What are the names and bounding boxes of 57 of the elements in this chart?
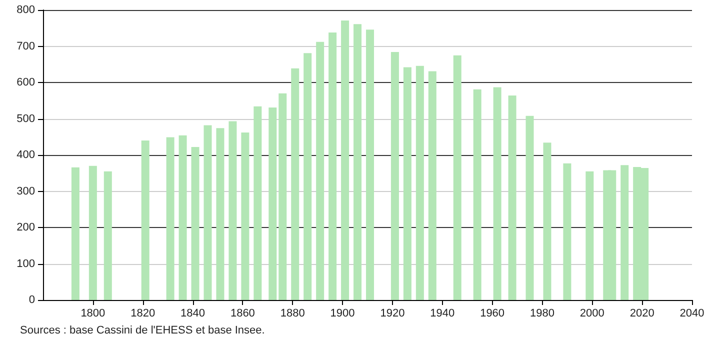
bar — [453, 55, 462, 300]
x-tick-label: 1840 — [180, 308, 206, 320]
x-tick-label: 2020 — [630, 308, 654, 320]
y-tick-label: 0 — [28, 294, 35, 306]
x-tick-label: 1800 — [80, 308, 106, 320]
bar — [390, 52, 399, 300]
bar — [228, 121, 237, 300]
x-tick-label: 1940 — [430, 308, 455, 320]
x-tick-label: 1960 — [480, 308, 505, 320]
bar — [71, 167, 80, 300]
bar — [620, 165, 629, 300]
x-tick-label: 1820 — [130, 308, 156, 320]
y-tick-label: 200 — [16, 222, 35, 234]
x-tick-label: 1980 — [530, 308, 554, 320]
bar — [473, 89, 482, 300]
x-tick-label: 1880 — [280, 308, 305, 320]
x-tick-label: 1900 — [330, 308, 355, 320]
y-tick-label: 500 — [16, 112, 35, 125]
bar — [316, 42, 324, 300]
bar — [403, 67, 412, 300]
bar — [141, 140, 150, 300]
bar — [586, 171, 594, 300]
bar — [278, 93, 287, 300]
bar — [416, 66, 424, 300]
bar — [268, 108, 277, 300]
bar — [341, 20, 350, 300]
bar — [204, 125, 212, 300]
x-tick-label: 1860 — [230, 308, 255, 320]
y-tick-label: 400 — [16, 149, 35, 161]
bar — [354, 24, 362, 300]
bar — [88, 166, 97, 300]
bar — [254, 106, 262, 300]
y-tick-label: 800 — [16, 4, 35, 16]
bar — [428, 71, 436, 300]
source-note: Sources : base Cassini de l'EHESS et base Insee. — [20, 324, 265, 336]
bar — [328, 32, 337, 300]
bar — [178, 135, 187, 300]
bar — [166, 137, 174, 300]
y-tick-label: 300 — [16, 185, 35, 198]
bar — [366, 30, 374, 300]
x-tick-label: 1920 — [380, 308, 405, 320]
bar — [191, 147, 200, 300]
y-tick-label: 700 — [16, 40, 35, 52]
bar — [304, 53, 312, 300]
y-tick-label: 600 — [16, 76, 35, 88]
bar — [104, 171, 112, 300]
bar — [526, 116, 534, 300]
x-tick-label: 2000 — [580, 308, 604, 320]
bar — [508, 96, 516, 300]
bar — [563, 163, 572, 300]
bar — [291, 68, 300, 300]
bar — [216, 128, 224, 300]
y-tick-label: 100 — [16, 258, 35, 270]
x-tick-label: 2040 — [680, 308, 704, 320]
bar — [241, 132, 250, 300]
bar — [493, 87, 502, 300]
bar — [543, 142, 552, 300]
